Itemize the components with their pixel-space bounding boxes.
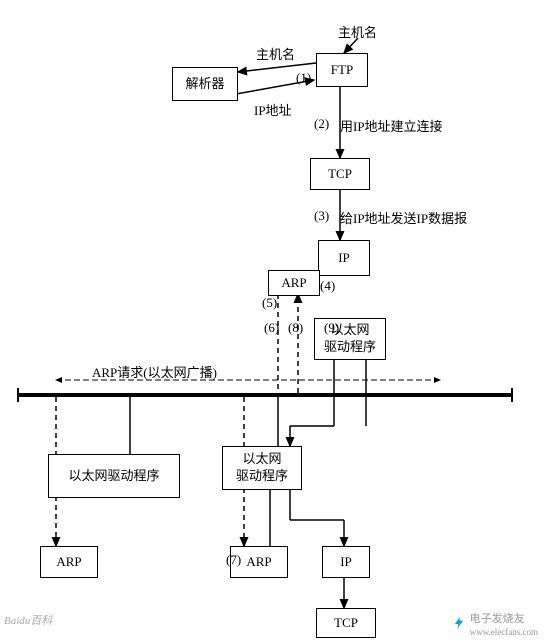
label-step3-text: 给IP地址发送IP数据报 [340, 208, 467, 227]
node-tcp-bottom: TCP [316, 608, 376, 638]
label-step3: (3) [314, 208, 329, 224]
node-ip-bottom: IP [322, 546, 370, 578]
label-step2: (2) [314, 116, 329, 132]
lightning-icon [452, 616, 466, 633]
label-step6: (6) [264, 320, 279, 336]
node-resolver: 解析器 [172, 67, 238, 101]
node-arp-bottom-left: ARP [40, 546, 98, 578]
label-step9: (9) [324, 320, 339, 336]
node-arp-top: ARP [268, 270, 320, 296]
watermark-elecfans-url: www.elecfans.com [470, 627, 538, 637]
label-step4: (4) [320, 278, 335, 294]
label-step2-text: 用IP地址建立连接 [340, 116, 443, 135]
node-ip-top: IP [318, 240, 370, 276]
label-step1: (1) [296, 70, 311, 86]
watermark-baidu: Baidu百科 [4, 612, 52, 628]
node-tcp-top: TCP [310, 158, 370, 190]
label-step5: (5) [262, 295, 277, 311]
label-step8: (8) [288, 320, 303, 336]
watermark-elecfans: 电子发烧友 www.elecfans.com [452, 610, 538, 638]
node-ftp: FTP [316, 53, 368, 87]
label-ip-addr: IP地址 [254, 100, 292, 119]
watermark-elecfans-text: 电子发烧友 [470, 613, 525, 625]
node-eth-driver-bottom-left: 以太网驱动程序 [48, 454, 180, 498]
label-step7: (7) [226, 552, 241, 568]
label-hostname-mid: 主机名 [256, 44, 295, 63]
label-arp-request: ARP请求(以太网广播) [92, 362, 217, 381]
node-eth-driver-bottom-mid: 以太网 驱动程序 [222, 446, 302, 490]
label-hostname-top: 主机名 [338, 22, 377, 41]
